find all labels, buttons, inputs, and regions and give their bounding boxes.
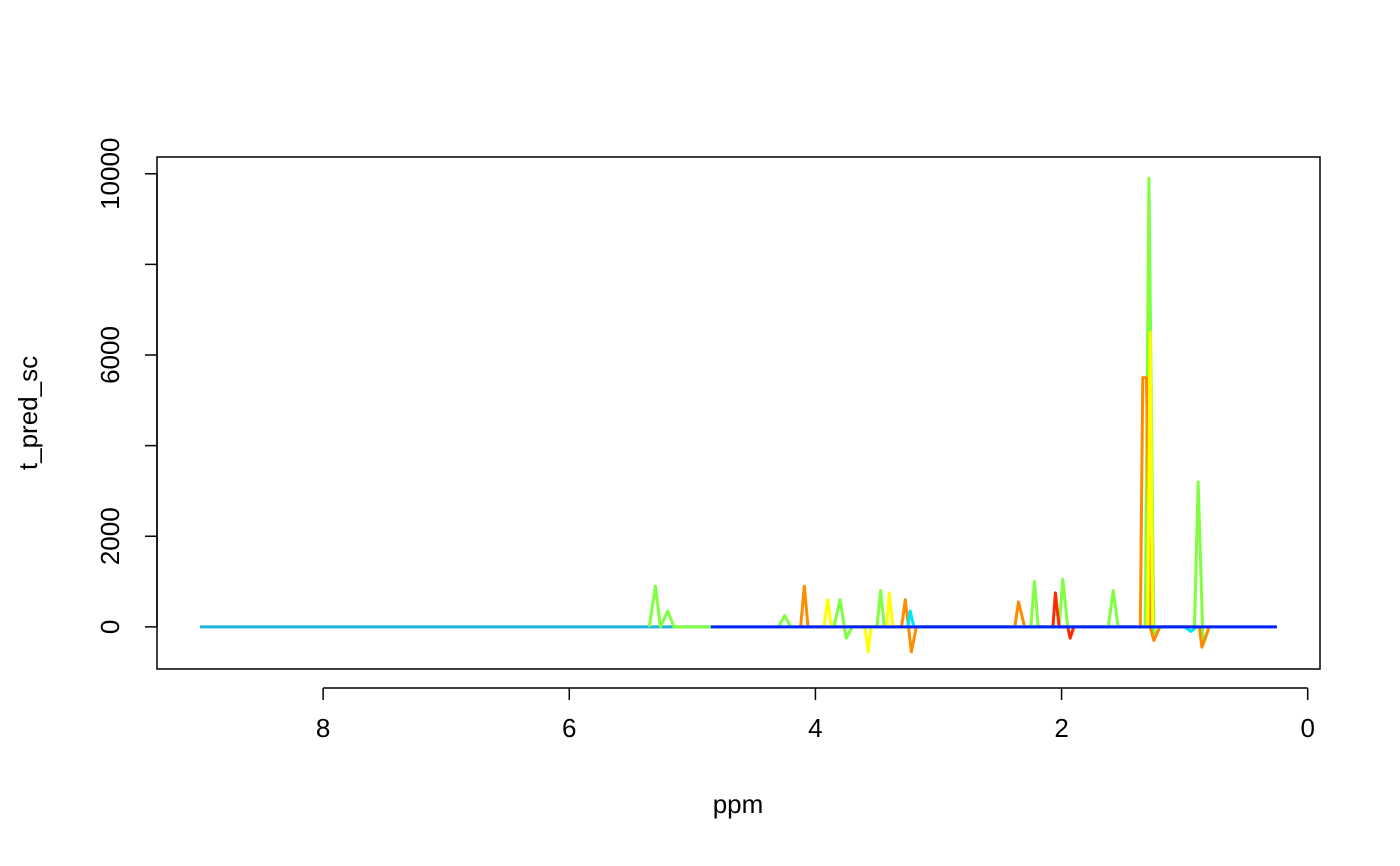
x-axis-label: ppm xyxy=(713,789,764,819)
x-tick-label: 8 xyxy=(316,713,330,743)
x-tick-label: 6 xyxy=(562,713,576,743)
spectrum-line xyxy=(647,176,1271,647)
y-axis-label: t_pred_sc xyxy=(13,356,43,470)
x-tick-label: 0 xyxy=(1300,713,1314,743)
y-tick-label: 0 xyxy=(95,620,125,634)
spectrum-line xyxy=(822,330,1155,654)
y-tick-label: 2000 xyxy=(95,507,125,565)
y-tick-label: 10000 xyxy=(95,138,125,210)
x-tick-label: 2 xyxy=(1054,713,1068,743)
x-tick-label: 4 xyxy=(808,713,822,743)
y-tick-label: 6000 xyxy=(95,326,125,384)
